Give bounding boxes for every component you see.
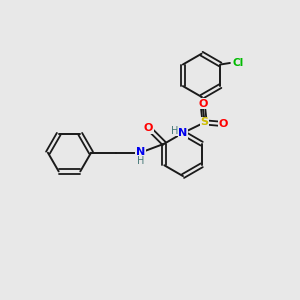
Text: N: N: [178, 128, 188, 138]
Text: N: N: [136, 147, 145, 157]
Text: O: O: [144, 123, 153, 133]
Text: H: H: [136, 155, 144, 166]
Text: O: O: [198, 98, 208, 109]
Text: H: H: [171, 125, 178, 136]
Text: S: S: [201, 117, 208, 128]
Text: Cl: Cl: [232, 58, 243, 68]
Text: O: O: [219, 119, 228, 129]
